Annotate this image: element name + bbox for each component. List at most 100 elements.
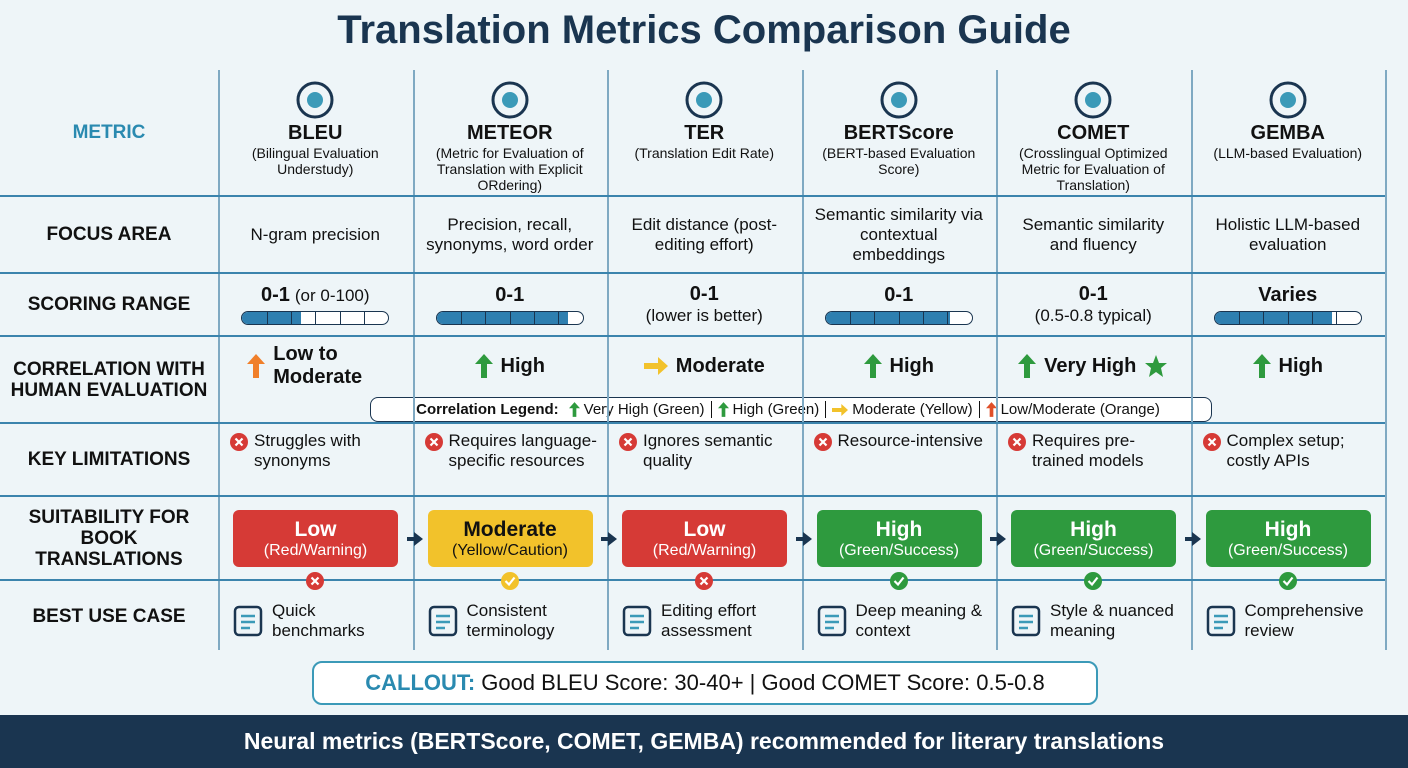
scoring-range: 0-1	[495, 284, 525, 306]
warning-icon	[813, 433, 832, 451]
scoring-note: (or 0-100)	[294, 286, 370, 305]
warning-icon	[424, 433, 443, 451]
scoring-cell: 0-1	[802, 273, 997, 336]
scoring-range: 0-1	[260, 284, 290, 306]
scoring-bar-segment	[558, 312, 560, 324]
scoring-range: Varies	[1258, 284, 1318, 306]
use-case-icon	[428, 605, 457, 637]
legend: Correlation Legend: Very High (Green) High…	[370, 397, 1212, 422]
row-divider	[0, 272, 1385, 274]
limitation-text: Ignores semantic quality	[643, 431, 773, 470]
limitation-text: Complex setup; costly APIs	[1226, 431, 1345, 470]
suitability-note: (Green/Success)	[1033, 541, 1154, 559]
scoring-bar-segment	[461, 312, 463, 324]
scoring-bar-segment	[290, 312, 292, 324]
correlation-text: Low to Moderate	[273, 343, 363, 388]
scoring-cell: 0-1 (or 0-100)	[218, 273, 413, 336]
scoring-bar	[241, 311, 390, 325]
metric-full-name: (Crosslingual Optimized Metric for Evalu…	[1018, 145, 1168, 193]
suitability-mark	[1278, 572, 1297, 590]
focus-text: Semantic similarity and fluency	[1022, 214, 1165, 254]
scoring-cell: 0-1 (0.5-0.8 typical)	[996, 273, 1191, 336]
correlation-cell: Very High	[996, 336, 1191, 396]
flow-arrow	[795, 532, 812, 546]
use-case-text: Editing effort assessment	[661, 601, 757, 640]
scoring-bar-segment	[485, 312, 487, 324]
row-label: SCORING RANGE	[0, 273, 218, 336]
suitability-level: High	[1070, 517, 1117, 541]
focus-text: Edit distance (post-editing effort)	[631, 214, 777, 254]
suitability-level: Moderate	[463, 517, 557, 541]
correlation-cell: Moderate	[607, 336, 802, 396]
scoring-line: 0-1 (or 0-100)	[261, 284, 370, 307]
focus-cell: Semantic similarity and fluency	[996, 196, 1191, 273]
row-divider	[0, 335, 1385, 337]
suitability-mark	[889, 572, 908, 590]
use-case-text: Quick benchmarks	[272, 601, 365, 640]
metric-name: BERTScore	[843, 122, 954, 144]
scoring-bar	[824, 311, 973, 325]
suitability-badge: Low (Red/Warning)	[233, 510, 398, 567]
limitation-text: Requires pre-trained models	[1032, 431, 1144, 470]
focus-cell: Semantic similarity via contextual embed…	[802, 196, 997, 273]
scoring-bar-segment	[1336, 312, 1338, 324]
focus-text: Semantic similarity via contextual embed…	[814, 204, 983, 264]
metric-icon	[1269, 81, 1307, 119]
column-divider	[607, 70, 609, 650]
star-icon	[1145, 355, 1168, 377]
flow-arrow	[601, 532, 617, 546]
header-label-cell: METRIC	[0, 70, 218, 196]
suitability-level: Low	[683, 517, 726, 541]
footer: Neural metrics (BERTScore, COMET, GEMBA)…	[0, 715, 1408, 768]
metric-header: TER (Translation Edit Rate)	[607, 72, 802, 196]
scoring-bar-segment	[874, 312, 876, 324]
legend-arrow	[568, 402, 580, 417]
limitation-cell: Complex setup; costly APIs	[1191, 423, 1386, 496]
focus-text: Precision, recall, synonyms, word order	[426, 214, 594, 254]
scoring-bar-segment	[266, 312, 268, 324]
row-label-text: CORRELATION WITH HUMAN EVALUATION	[10, 358, 208, 401]
use-case-icon	[1206, 605, 1235, 637]
legend-arrow	[717, 402, 729, 417]
legend-item: High (Green)	[710, 401, 826, 418]
column-divider	[801, 70, 804, 650]
correlation-arrow	[1018, 354, 1037, 378]
use-case-cell: Consistent terminology	[413, 592, 608, 650]
suitability-mark	[306, 572, 325, 590]
metric-header: METEOR (Metric for Evaluation of Translat…	[413, 72, 608, 196]
column-divider	[412, 70, 415, 650]
correlation-cell: High	[413, 336, 608, 396]
legend-text: Moderate (Yellow)	[852, 401, 973, 418]
limitation-cell: Ignores semantic quality	[607, 423, 802, 496]
metric-name: BLEU	[288, 122, 343, 144]
suitability-mark	[1084, 572, 1103, 590]
warning-icon	[1202, 433, 1221, 451]
row-label: CORRELATION WITH HUMAN EVALUATION	[0, 336, 218, 423]
use-case-icon	[817, 605, 846, 637]
row-label: KEY LIMITATIONS	[0, 423, 218, 496]
legend-text: Very High (Green)	[583, 401, 705, 418]
callout-text: Good BLEU Score: 30-40+ | Good COMET Sco…	[481, 670, 1045, 695]
use-case-cell: Deep meaning & context	[802, 592, 997, 650]
suitability-level: Low	[294, 517, 337, 541]
scoring-bar-fill	[436, 312, 569, 324]
scoring-bar-segment	[898, 312, 900, 324]
column-divider	[1385, 70, 1387, 650]
suitability-note: (Green/Success)	[1227, 541, 1349, 559]
correlation-text: High	[889, 354, 934, 377]
use-case-text: Deep meaning & context	[855, 601, 983, 640]
metric-full-name: (Bilingual Evaluation Understudy)	[251, 145, 379, 177]
use-case-text: Consistent terminology	[466, 601, 555, 640]
row-label: SUITABILITY FOR BOOK TRANSLATIONS	[0, 496, 218, 580]
legend-item: Very High (Green)	[563, 401, 711, 418]
metric-icon	[491, 81, 529, 119]
warning-icon	[1008, 433, 1026, 451]
scoring-bar-segment	[947, 312, 949, 324]
suitability-badge: High (Green/Success)	[816, 510, 982, 567]
scoring-cell: 0-1	[413, 273, 608, 336]
scoring-line: Varies	[1258, 284, 1317, 307]
limitation-text: Requires language-specific resources	[448, 431, 597, 470]
warning-icon	[619, 433, 637, 451]
metric-icon	[1074, 81, 1112, 119]
scoring-range: 0-1	[689, 283, 719, 305]
